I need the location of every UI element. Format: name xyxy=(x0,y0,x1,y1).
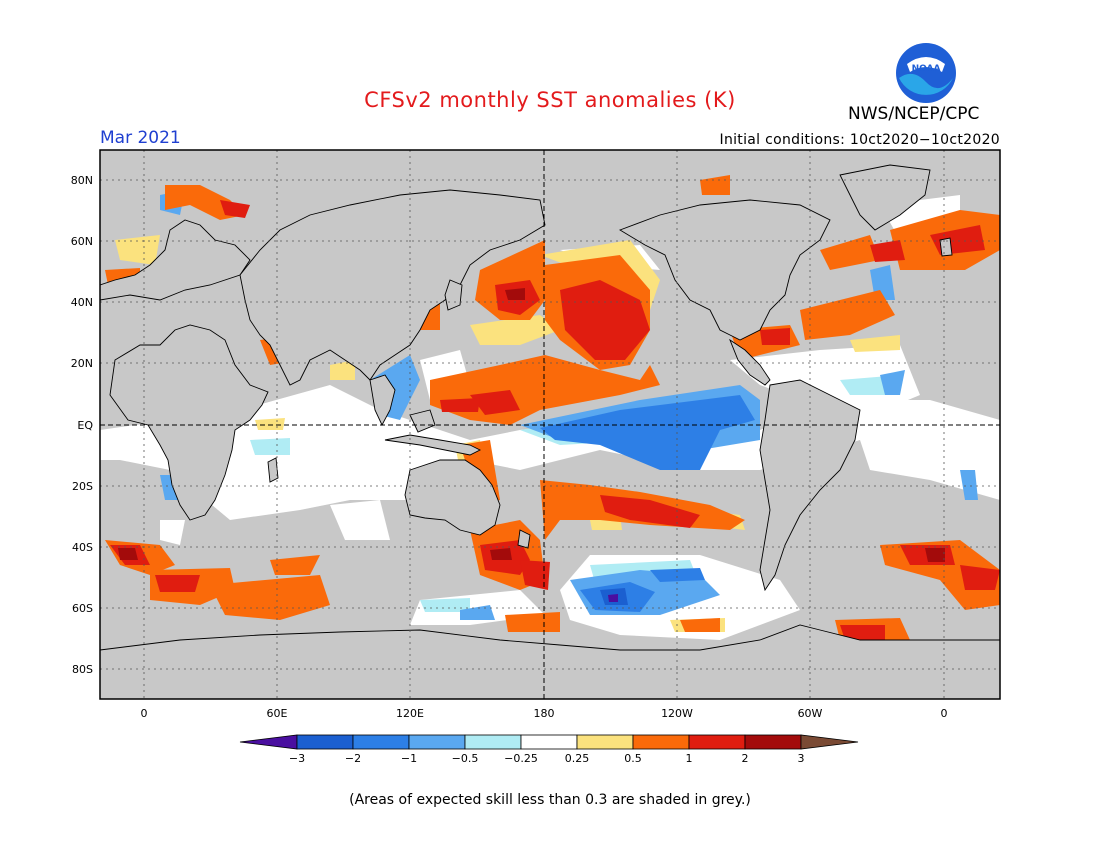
longitude-axis: 0 60E 120E 180 120W 60W 0 xyxy=(141,707,948,720)
very-strong-warm-anomaly-areas xyxy=(118,288,945,562)
continents xyxy=(100,164,1000,699)
lon-label: 120W xyxy=(661,707,693,720)
borneo-land xyxy=(409,409,436,433)
month-label: Mar 2021 xyxy=(100,128,181,148)
colorbar-labels: −3 −2 −1 −0.5 −0.25 0.25 0.5 1 2 3 xyxy=(289,752,805,765)
colorbar-swatch xyxy=(744,734,802,750)
noaa-logo: NOAA xyxy=(895,42,957,104)
agency-label: NWS/NCEP/CPC xyxy=(848,104,980,124)
lon-label: 60E xyxy=(267,707,288,720)
sst-map xyxy=(100,150,1000,699)
lat-label: EQ xyxy=(77,419,93,432)
colorbar xyxy=(239,734,859,750)
colorbar-tick-label: −1 xyxy=(401,752,417,765)
strong-warm-anomaly-areas xyxy=(110,200,1000,640)
graticule xyxy=(100,150,1000,699)
noaa-logo-icon: NOAA xyxy=(896,43,956,103)
colorbar-swatch xyxy=(520,734,578,750)
lon-label: 120E xyxy=(396,707,424,720)
colorbar-tick-label: 1 xyxy=(686,752,693,765)
equator-dateline xyxy=(100,150,1000,699)
central-america-land xyxy=(729,338,771,386)
colorbar-swatch xyxy=(688,734,746,750)
strong-negative-anomaly-areas xyxy=(600,588,628,605)
colorbar-swatch xyxy=(408,734,466,750)
japan-land xyxy=(444,279,463,311)
australia-land xyxy=(404,459,501,536)
lon-label: 180 xyxy=(534,707,555,720)
colorbar-tick-label: −3 xyxy=(289,752,305,765)
colorbar-swatch xyxy=(296,734,354,750)
map-border xyxy=(99,149,1001,700)
colorbar-tick-label: 0.25 xyxy=(565,752,590,765)
africa-land xyxy=(109,324,269,521)
madagascar-land xyxy=(267,457,279,483)
europe-land xyxy=(100,219,251,301)
colorbar-swatch xyxy=(239,734,298,750)
lat-label: 40N xyxy=(71,296,93,309)
lon-label: 0 xyxy=(141,707,148,720)
south-america-land xyxy=(759,379,861,592)
greenland-land xyxy=(839,164,931,231)
uk-land xyxy=(939,237,953,257)
lat-label: 80S xyxy=(72,663,93,676)
lat-label: 80N xyxy=(71,174,93,187)
colorbar-tick-label: −0.5 xyxy=(452,752,479,765)
colorbar-tick-label: 3 xyxy=(798,752,805,765)
colorbar-tick-label: 0.5 xyxy=(624,752,642,765)
colorbar-tick-label: −2 xyxy=(345,752,361,765)
lat-label: 60S xyxy=(72,602,93,615)
lon-label: 0 xyxy=(941,707,948,720)
lat-label: 20S xyxy=(72,480,93,493)
colorbar-tick-label: 2 xyxy=(742,752,749,765)
colorbar-swatch xyxy=(576,734,634,750)
lat-label: 40S xyxy=(72,541,93,554)
indochina-land xyxy=(369,374,396,427)
colorbar-swatch xyxy=(800,734,859,750)
colorbar-swatch xyxy=(632,734,690,750)
indonesia-land xyxy=(384,434,482,456)
colorbar-tick-label: −0.25 xyxy=(504,752,538,765)
new-zealand-land xyxy=(517,529,531,549)
colorbar-swatch xyxy=(352,734,410,750)
initial-conditions-label: Initial conditions: 10ct2020−10ct2020 xyxy=(719,132,1000,148)
lat-label: 20N xyxy=(71,357,93,370)
lon-label: 60W xyxy=(798,707,823,720)
logo-text: NOAA xyxy=(912,64,941,74)
latitude-axis: 80N 60N 40N 20N EQ 20S 40S 60S 80S xyxy=(71,174,94,676)
antarctica-land xyxy=(100,624,1000,699)
colorbar-swatch xyxy=(464,734,522,750)
lat-label: 60N xyxy=(71,235,93,248)
map-title: CFSv2 monthly SST anomalies (K) xyxy=(364,88,736,112)
north-america-land xyxy=(618,199,831,341)
footnote: (Areas of expected skill less than 0.3 a… xyxy=(349,792,751,808)
asia-land xyxy=(239,189,546,386)
